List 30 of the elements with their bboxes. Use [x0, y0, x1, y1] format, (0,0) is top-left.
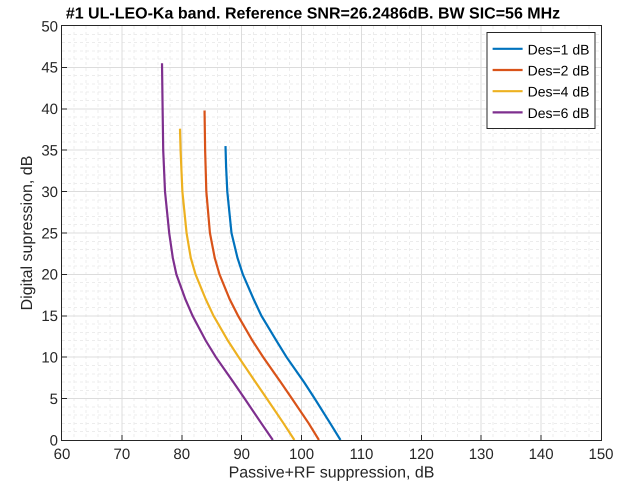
x-tick-label: 120	[408, 446, 434, 463]
y-tick-label: 30	[41, 184, 58, 201]
line-series	[224, 144, 342, 440]
x-tick-label: 100	[289, 446, 314, 463]
x-tick-label: 110	[349, 446, 374, 463]
x-tick-label: 140	[528, 446, 554, 463]
y-tick-label: 10	[41, 349, 58, 366]
chart-title: #1 UL-LEO-Ka band. Reference SNR=26.2486dB. BW SIC=56 MHz	[66, 6, 560, 23]
y-tick-label: 35	[41, 142, 58, 160]
y-tick-label: 50	[41, 18, 58, 36]
y-tick-label: 40	[41, 101, 58, 118]
y-tick-label: 15	[41, 308, 58, 326]
line-series	[178, 128, 296, 440]
x-tick-label: 90	[233, 446, 250, 463]
y-tick-label: 5	[50, 390, 58, 408]
x-axis-title: Passive+RF suppression, dB	[228, 464, 434, 482]
legend-label: Des=2 dB	[528, 62, 590, 78]
y-tick-label: 25	[41, 225, 58, 242]
y-tick-label: 45	[41, 60, 58, 77]
x-tick-label: 130	[468, 446, 494, 463]
legend-label: Des=6 dB	[528, 104, 590, 121]
x-tick-label: 150	[588, 446, 614, 463]
legend-label: Des=1 dB	[528, 41, 590, 58]
y-tick-label: 20	[41, 266, 58, 284]
legend-label: Des=4 dB	[528, 84, 590, 100]
x-tick-label: 70	[114, 446, 130, 463]
line-series	[203, 109, 320, 440]
line-series	[160, 62, 274, 440]
x-tick-label: 80	[173, 446, 190, 463]
y-axis-title: Digital supression, dB	[19, 156, 36, 310]
